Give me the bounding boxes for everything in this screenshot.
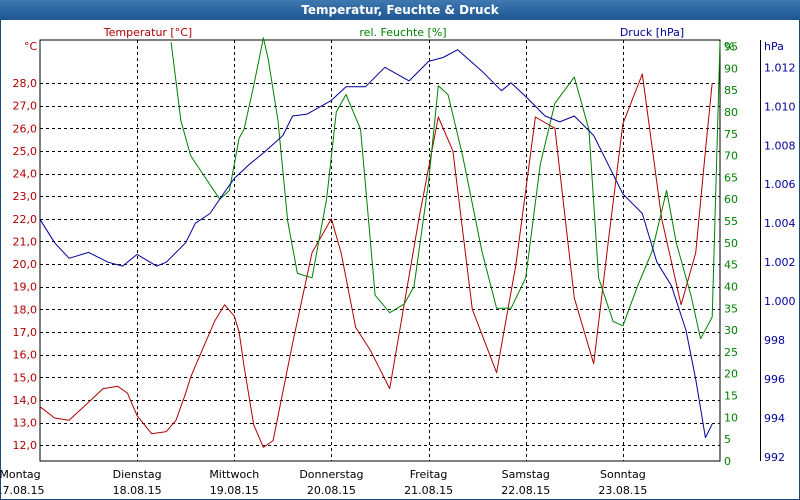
humidity-tick-label: 45 (724, 259, 738, 272)
humidity-tick-label: 55 (724, 215, 738, 228)
x-date-label: 17.08.15 (0, 484, 44, 497)
plot-area (39, 39, 721, 462)
x-day-label: Dienstag (113, 468, 162, 481)
x-date-label: 20.08.15 (307, 484, 356, 497)
temperature-tick-label: 17,0 (13, 326, 38, 339)
temperature-tick-label: 24,0 (13, 168, 38, 181)
humidity-tick-label: 60 (724, 193, 738, 206)
humidity-tick-label: 80 (724, 106, 738, 119)
humidity-tick-label: 75 (724, 128, 738, 141)
humidity-tick-label: 5 (724, 433, 731, 446)
temperature-tick-label: 19,0 (13, 281, 38, 294)
humidity-tick-label: 85 (724, 84, 738, 97)
x-date-label: 22.08.15 (501, 484, 550, 497)
grid-layer (39, 39, 721, 462)
humidity-tick-label: 25 (724, 346, 738, 359)
humidity-tick-label: 50 (724, 237, 738, 250)
humidity-tick-label: 30 (724, 324, 738, 337)
series-layer (39, 37, 721, 448)
temperature-tick-label: 13,0 (13, 417, 38, 430)
pressure-tick-label: 1.008 (764, 139, 796, 152)
pressure-tick-label: 1.000 (764, 295, 796, 308)
x-day-label: Montag (0, 468, 41, 481)
humidity-tick-label: 90 (724, 62, 738, 75)
temperature-tick-label: 23,0 (13, 190, 38, 203)
humidity-tick-label: 35 (724, 302, 738, 315)
temperature-tick-label: 22,0 (13, 213, 38, 226)
pressure-tick-label: 1.006 (764, 178, 796, 191)
pressure-tick-label: 1.002 (764, 256, 796, 269)
series-line-humidity (170, 37, 721, 340)
x-day-label: Mittwoch (209, 468, 259, 481)
temperature-unit: °C (24, 40, 38, 53)
chart-title: Temperatur, Feuchte & Druck (0, 0, 800, 20)
pressure-tick-label: 1.010 (764, 100, 796, 113)
pressure-tick-label: 998 (764, 334, 785, 347)
pressure-unit: hPa (764, 40, 784, 53)
humidity-tick-label: 15 (724, 390, 738, 403)
temperature-tick-label: 15,0 (13, 371, 38, 384)
humidity-tick-label: 40 (724, 280, 738, 293)
humidity-axis-title: rel. Feuchte [%] (359, 26, 446, 39)
pressure-axis-title: Druck [hPa] (620, 26, 684, 39)
humidity-tick-label: 95 (724, 41, 738, 54)
series-line-pressure (39, 49, 713, 439)
temperature-tick-label: 12,0 (13, 439, 38, 452)
pressure-tick-label: 994 (764, 412, 785, 425)
axis-layer: 12,0 13,0 14,0 15,0 16,0 17,0 18,0 19,0 20,0 21,0… (0, 26, 796, 497)
temperature-tick-label: 21,0 (13, 235, 38, 248)
pressure-tick-label: 992 (764, 451, 785, 464)
x-day-label: Donnerstag (299, 468, 363, 481)
temperature-tick-label: 28,0 (13, 77, 38, 90)
humidity-tick-label: 20 (724, 368, 738, 381)
humidity-tick-label: 10 (724, 411, 738, 424)
x-date-label: 21.08.15 (404, 484, 453, 497)
pressure-tick-label: 996 (764, 373, 785, 386)
temperature-tick-label: 26,0 (13, 122, 38, 135)
series-line-temperature (39, 73, 713, 448)
x-date-label: 23.08.15 (598, 484, 647, 497)
temperature-tick-label: 18,0 (13, 303, 38, 316)
pressure-tick-label: 1.004 (764, 217, 796, 230)
x-day-label: Sonntag (600, 468, 646, 481)
humidity-tick-label: 70 (724, 150, 738, 163)
temperature-tick-label: 20,0 (13, 258, 38, 271)
x-day-label: Samstag (502, 468, 550, 481)
temperature-axis-title: Temperatur [°C] (103, 26, 192, 39)
temperature-tick-label: 25,0 (13, 145, 38, 158)
x-day-label: Freitag (410, 468, 448, 481)
x-date-label: 18.08.15 (113, 484, 162, 497)
temperature-tick-label: 16,0 (13, 349, 38, 362)
humidity-unit: % (724, 40, 734, 53)
x-date-label: 19.08.15 (210, 484, 259, 497)
pressure-tick-label: 1.012 (764, 61, 796, 74)
humidity-tick-label: 65 (724, 171, 738, 184)
temperature-tick-label: 27,0 (13, 100, 38, 113)
humidity-tick-label: 0 (724, 455, 731, 468)
temperature-tick-label: 14,0 (13, 394, 38, 407)
